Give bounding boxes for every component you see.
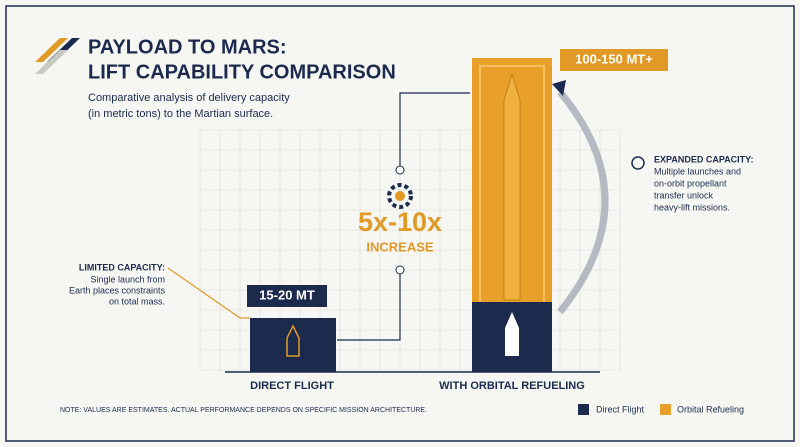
- cycle-icon: [631, 156, 645, 170]
- category-label: DIRECT FLIGHT: [250, 380, 334, 392]
- multiplier-label: INCREASE: [366, 239, 434, 254]
- connector-dot: [395, 165, 405, 175]
- note-line: Multiple launches and: [654, 166, 741, 176]
- bar-label: 15-20 MT: [259, 287, 315, 302]
- bar-detail: [503, 72, 521, 301]
- logo: [35, 38, 80, 74]
- footnote: NOTE: VALUES ARE ESTIMATES. ACTUAL PERFO…: [60, 407, 427, 414]
- gear-icon: [395, 191, 405, 201]
- arrowhead: [552, 80, 566, 96]
- gear-icon: [387, 183, 413, 209]
- legend-swatch: [578, 404, 589, 415]
- note-line: on-orbit propellant: [654, 178, 727, 188]
- title: LIFT CAPABILITY COMPARISON: [88, 61, 396, 83]
- connector: [337, 268, 401, 341]
- rocket-icon: [286, 324, 300, 357]
- title: PAYLOAD TO MARS:: [88, 36, 287, 58]
- note-heading: EXPANDED CAPACITY:: [654, 154, 754, 164]
- subtitle: Comparative analysis of delivery capacit…: [88, 92, 290, 104]
- note-line: Single launch from: [90, 274, 165, 284]
- category-label: WITH ORBITAL REFUELING: [439, 380, 585, 392]
- frame: [5, 5, 795, 442]
- label-box: [247, 285, 327, 307]
- note-line: on total mass.: [109, 296, 165, 306]
- subtitle: (in metric tons) to the Martian surface.: [88, 108, 273, 120]
- multiplier: 5x-10x: [358, 207, 442, 237]
- label-box: [560, 49, 668, 71]
- legend-label: Direct Flight: [596, 404, 645, 414]
- note-heading: LIMITED CAPACITY:: [79, 262, 165, 272]
- connector-dot: [395, 265, 405, 275]
- note-line: heavy-lift missions.: [654, 202, 730, 212]
- legend-swatch: [660, 404, 671, 415]
- note-line: Earth places constraints: [69, 285, 166, 295]
- shuttle-icon: [505, 312, 519, 356]
- connector: [399, 92, 470, 170]
- note-line: transfer unlock: [654, 190, 714, 200]
- leader-line: [167, 267, 250, 319]
- bar-label: 100-150 MT+: [575, 51, 653, 66]
- growth-arrow: [557, 89, 609, 315]
- legend-label: Orbital Refueling: [677, 404, 744, 414]
